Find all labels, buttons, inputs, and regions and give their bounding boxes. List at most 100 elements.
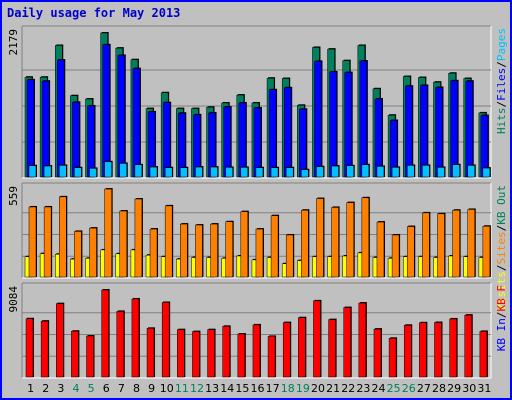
pages-bar (104, 161, 112, 178)
sites-bar (119, 210, 128, 278)
sites-bar (301, 209, 309, 278)
sites-bar (270, 215, 279, 278)
files-bar (41, 80, 50, 178)
sites-bar (285, 234, 294, 278)
x-tick-label: 11 (175, 382, 189, 395)
pages-bar (119, 163, 128, 178)
panel-kb-f-in: 9084 KB In/KB F (7, 282, 508, 379)
kb-f-bar (343, 307, 351, 378)
pages-bar (316, 166, 324, 178)
pages-bar (452, 164, 460, 178)
sites-bar (89, 227, 97, 278)
sites-bar (331, 207, 339, 278)
kb-f-bar (40, 320, 49, 378)
kb-f-bar (464, 314, 472, 378)
x-tick-label: 27 (417, 382, 431, 395)
legend-entry: Visits (495, 271, 508, 311)
files-bar (450, 80, 458, 178)
pages-bar (361, 164, 370, 178)
x-tick-label: 5 (88, 382, 95, 395)
sites-bar (28, 206, 37, 278)
sites-bar (482, 226, 491, 278)
y-max-label: 9084 (7, 286, 20, 313)
x-tick-label: 6 (103, 382, 110, 395)
kb-f-bar (388, 338, 397, 378)
pages-bar (74, 167, 82, 178)
legend-entry: Files (495, 68, 508, 101)
y-max-label: 2179 (7, 29, 20, 56)
kb-f-bar (358, 302, 367, 378)
kb-f-bar (403, 325, 412, 378)
sites-bar (437, 213, 445, 278)
x-tick-label: 21 (326, 382, 340, 395)
files-bar (87, 105, 95, 178)
pages-bar (59, 165, 67, 178)
sites-bar (346, 202, 354, 278)
x-tick-label: 8 (133, 382, 140, 395)
x-tick-label: 13 (205, 382, 219, 395)
legend-entry: Pages (495, 28, 508, 61)
pages-bar (285, 167, 294, 178)
files-bar (314, 61, 322, 178)
pages-bar (406, 165, 415, 178)
kb-f-bar (267, 336, 276, 378)
files-bar (299, 109, 307, 178)
x-tick-label: 4 (72, 382, 79, 395)
pages-bar (43, 165, 52, 178)
kb-f-bar (131, 298, 140, 378)
sites-bar (134, 198, 143, 278)
x-tick-label: 17 (266, 382, 280, 395)
files-bar (420, 85, 428, 178)
y-max-label: 559 (7, 186, 20, 206)
kb-f-bar (419, 322, 427, 378)
legend-entry: / (495, 101, 508, 108)
kb-f-bar (282, 322, 291, 378)
pages-bar (28, 165, 37, 178)
pages-bar (240, 167, 249, 178)
kb-f-bar (373, 328, 382, 378)
files-bar (329, 71, 337, 178)
x-tick-label: 9 (148, 382, 155, 395)
pages-bar (270, 167, 279, 178)
pages-bar (482, 167, 491, 178)
kb-f-bar (161, 302, 170, 378)
x-tick-label: 31 (477, 382, 491, 395)
pages-bar (195, 166, 203, 178)
kb-f-bar (298, 317, 306, 378)
x-tick-label: 30 (462, 382, 476, 395)
x-tick-label: 15 (235, 382, 249, 395)
pages-bar (134, 164, 143, 178)
x-tick-label: 19 (296, 382, 310, 395)
kb-f-bar (192, 331, 200, 378)
legend-entry: KB Out (495, 185, 508, 225)
pages-bar (89, 168, 97, 178)
sites-bar (391, 234, 400, 278)
pages-bar (376, 166, 385, 178)
files-bar (132, 68, 141, 178)
pages-bar (255, 167, 264, 178)
files-bar (72, 102, 80, 178)
kb-f-bar (479, 331, 488, 378)
files-bar (374, 98, 383, 178)
panel-legend: KB In/KB F (495, 285, 508, 351)
pages-bar (225, 167, 233, 178)
pages-bar (391, 167, 400, 178)
legend-entry: Hits (495, 108, 508, 135)
x-tick-label: 25 (387, 382, 401, 395)
sites-bar (43, 206, 52, 278)
sites-bar (361, 197, 370, 278)
kb-f-bar (56, 303, 64, 378)
pages-bar (331, 165, 339, 178)
kb-f-bar (237, 333, 246, 378)
x-tick-label: 20 (311, 382, 325, 395)
panel-legend: Hits/Files/Pages (495, 28, 508, 134)
x-tick-label: 1 (27, 382, 34, 395)
legend-entry: Sites (495, 231, 508, 264)
files-bar (359, 60, 368, 178)
legend-entry: / (495, 312, 508, 319)
legend-entry: KB F (495, 285, 508, 312)
sites-bar (255, 228, 264, 278)
legend-entry: / (495, 225, 508, 232)
kb-f-bar (71, 330, 79, 378)
